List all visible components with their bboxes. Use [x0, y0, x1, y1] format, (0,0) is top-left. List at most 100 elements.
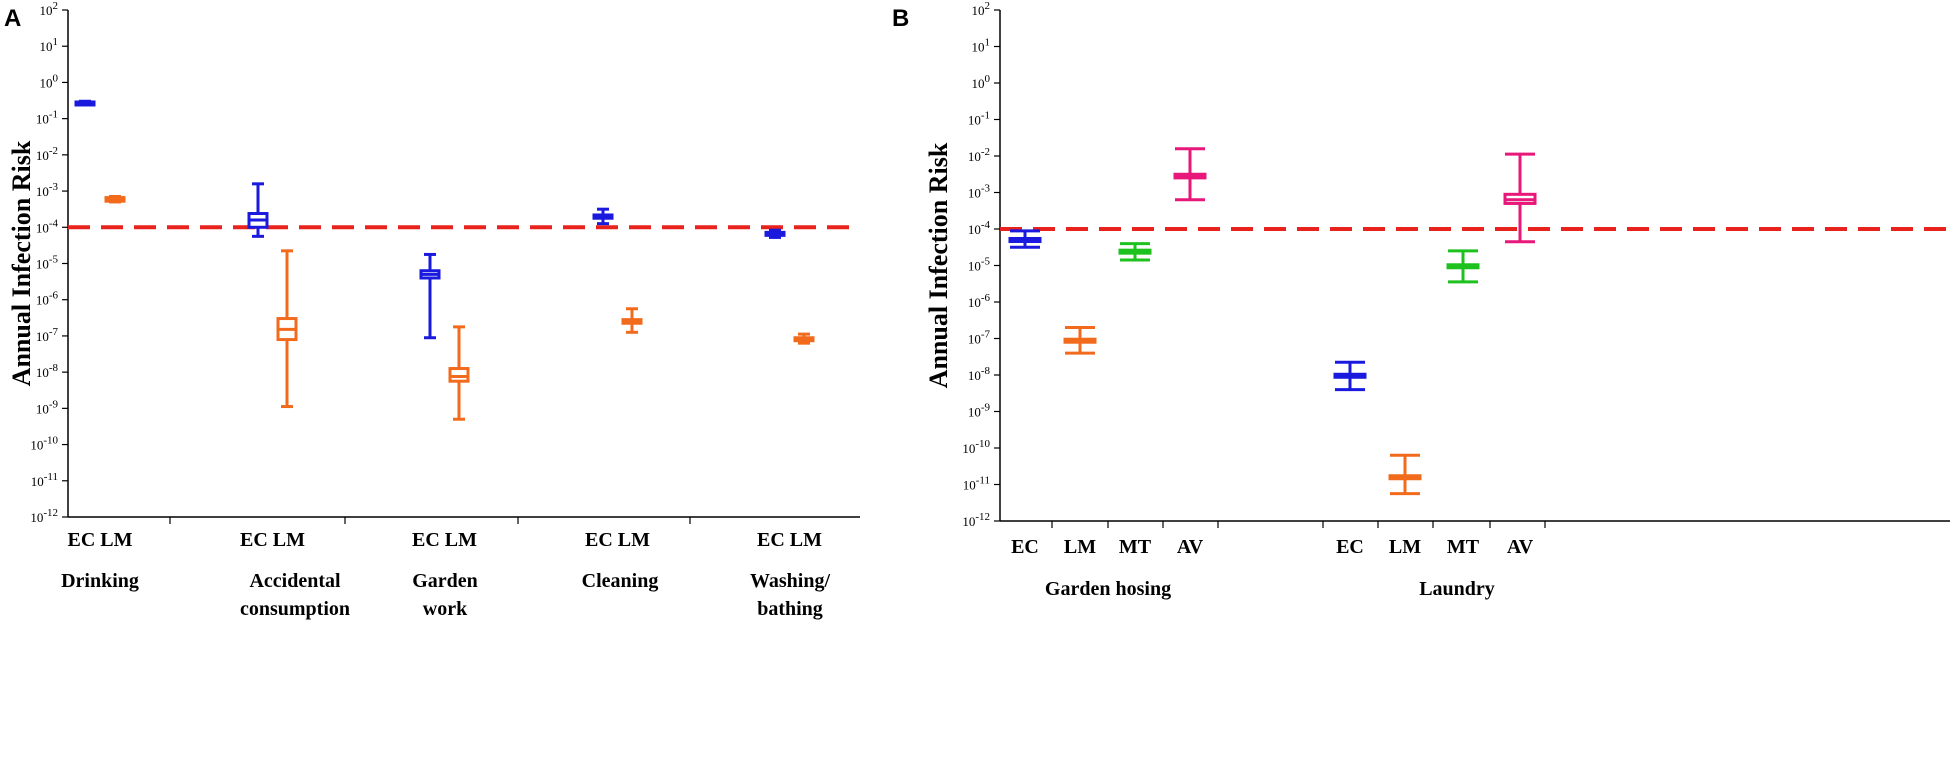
y-tick-exponent: -11	[44, 471, 58, 483]
y-tick-base: 10	[968, 186, 981, 201]
y-tick-label: 100	[972, 73, 991, 91]
y-tick-label: 10-6	[968, 292, 991, 310]
series-label: MT	[1119, 536, 1152, 558]
group-label: bathing	[757, 598, 823, 620]
box-av	[1173, 147, 1207, 202]
group-label: consumption	[240, 598, 350, 620]
y-tick-base: 10	[968, 405, 981, 420]
group-label: work	[423, 598, 468, 620]
y-tick-base: 10	[36, 257, 49, 272]
y-tick-exponent: 1	[53, 36, 59, 48]
y-tick-exponent: -10	[975, 438, 990, 450]
y-tick-base: 10	[36, 148, 49, 163]
box-av	[1503, 152, 1537, 244]
y-tick-label: 10-1	[36, 109, 58, 127]
series-label-pair: EC LM	[757, 529, 822, 551]
box-ec	[592, 207, 614, 226]
y-tick-exponent: -8	[49, 362, 59, 374]
group-label: Cleaning	[582, 570, 659, 592]
y-tick-exponent: -4	[49, 217, 59, 229]
y-tick-exponent: -8	[981, 365, 991, 377]
y-tick-exponent: -7	[49, 326, 59, 338]
y-tick-exponent: -4	[981, 219, 991, 231]
series-label: LM	[1389, 536, 1421, 558]
y-tick-label: 10-8	[968, 365, 991, 383]
y-tick-exponent: 2	[985, 0, 991, 12]
series-label-pair: EC LM	[585, 529, 650, 551]
y-tick-base: 10	[36, 220, 49, 235]
box-ec	[764, 228, 786, 239]
box-iqr	[448, 367, 470, 383]
series-label: MT	[1447, 536, 1480, 558]
y-tick-exponent: -12	[43, 507, 58, 519]
y-tick-exponent: -1	[981, 110, 990, 122]
series-label-pair: EC LM	[68, 529, 133, 551]
y-tick-exponent: -5	[981, 256, 991, 268]
y-tick-base: 10	[40, 75, 53, 90]
y-tick-label: 10-5	[968, 256, 991, 274]
y-tick-label: 10-3	[36, 181, 59, 199]
y-tick-label: 10-12	[30, 507, 58, 525]
y-tick-base: 10	[962, 441, 975, 456]
y-tick-base: 10	[968, 222, 981, 237]
y-tick-exponent: -11	[976, 475, 990, 487]
y-tick-base: 10	[968, 259, 981, 274]
y-axis-title: Annual Infection Risk	[7, 140, 36, 386]
y-tick-exponent: -9	[981, 402, 991, 414]
y-tick-label: 10-11	[31, 471, 58, 489]
y-tick-exponent: 0	[53, 72, 59, 84]
y-tick-exponent: -10	[43, 435, 58, 447]
y-tick-label: 10-4	[36, 217, 59, 235]
y-tick-base: 10	[30, 510, 43, 525]
y-tick-base: 10	[40, 39, 53, 54]
y-tick-exponent: -3	[981, 183, 991, 195]
y-axis-title: Annual Infection Risk	[924, 142, 953, 388]
box-mt	[1446, 249, 1480, 284]
series-label-pair: EC LM	[412, 529, 477, 551]
box-lm	[104, 195, 126, 204]
box-ec	[74, 99, 96, 107]
series-label: EC	[1336, 536, 1364, 558]
y-tick-base: 10	[31, 474, 44, 489]
y-tick-exponent: -3	[49, 181, 59, 193]
y-tick-exponent: -9	[49, 398, 59, 410]
y-tick-exponent: -2	[981, 146, 990, 158]
series-label: AV	[1177, 536, 1204, 558]
series-label: AV	[1507, 536, 1534, 558]
y-tick-base: 10	[968, 149, 981, 164]
y-tick-base: 10	[972, 76, 985, 91]
y-tick-label: 101	[972, 37, 991, 55]
y-tick-label: 101	[40, 36, 59, 54]
y-tick-label: 10-2	[968, 146, 990, 164]
y-tick-label: 10-4	[968, 219, 991, 237]
group-label: Garden	[412, 570, 478, 592]
y-tick-label: 10-9	[968, 402, 991, 420]
panel-b: 10210110010-110-210-310-410-510-610-710-…	[892, 0, 1950, 600]
y-tick-label: 102	[972, 0, 991, 18]
y-tick-exponent: -6	[981, 292, 991, 304]
y-tick-exponent: 0	[985, 73, 991, 85]
y-tick-exponent: -7	[981, 329, 991, 341]
y-tick-exponent: 2	[53, 0, 59, 12]
y-tick-base: 10	[36, 293, 49, 308]
y-tick-base: 10	[30, 438, 43, 453]
y-tick-exponent: -5	[49, 254, 59, 266]
y-tick-base: 10	[40, 3, 53, 18]
box-mt	[1118, 242, 1152, 262]
y-tick-base: 10	[963, 478, 976, 493]
box-lm	[448, 325, 470, 421]
panel-a: 10210110010-110-210-310-410-510-610-710-…	[4, 0, 860, 620]
y-tick-base: 10	[968, 113, 981, 128]
y-tick-label: 10-7	[36, 326, 59, 344]
box-ec	[247, 182, 269, 238]
y-tick-exponent: -2	[49, 145, 58, 157]
y-tick-label: 10-11	[963, 475, 990, 493]
box-lm	[276, 249, 298, 409]
box-lm	[621, 307, 643, 334]
y-tick-base: 10	[36, 112, 49, 127]
series-label: EC	[1011, 536, 1039, 558]
y-tick-base: 10	[36, 184, 49, 199]
y-tick-label: 10-8	[36, 362, 59, 380]
y-tick-label: 10-9	[36, 398, 59, 416]
y-tick-label: 100	[40, 72, 59, 90]
